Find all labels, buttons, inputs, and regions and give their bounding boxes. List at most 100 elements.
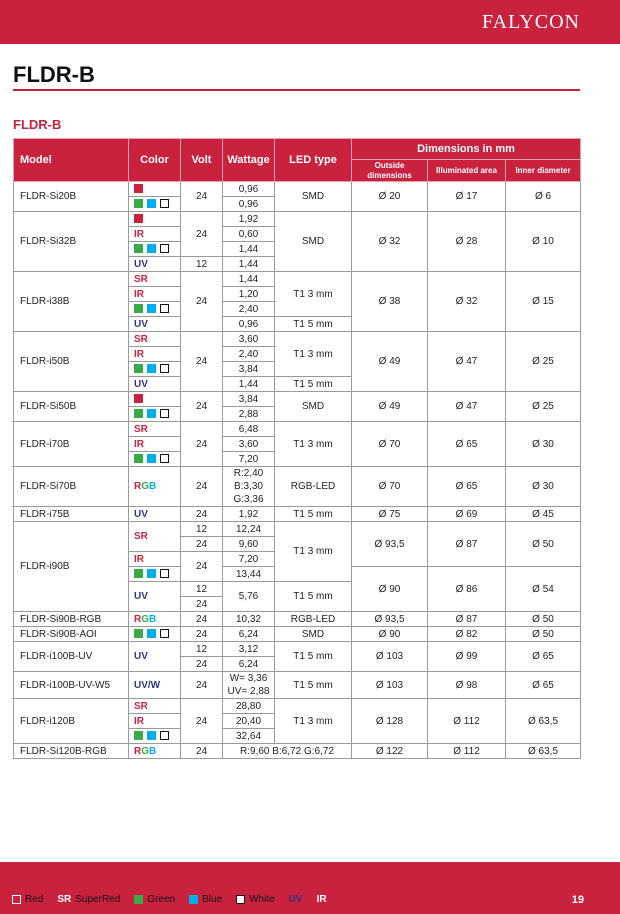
white-swatch-icon bbox=[160, 628, 169, 638]
cell-od: Ø 38 bbox=[351, 271, 428, 332]
cell-color: UV bbox=[128, 641, 181, 672]
legend-item: UV bbox=[289, 894, 307, 905]
blue-swatch-icon bbox=[147, 243, 156, 253]
cell-ia: Ø 112 bbox=[427, 698, 506, 744]
cell-watt: 32,64 bbox=[222, 728, 275, 744]
legend-label: SuperRed bbox=[75, 894, 121, 905]
table-row: 32,64 bbox=[14, 728, 581, 744]
cell-watt: 3,12 bbox=[222, 641, 275, 657]
color-code: IR bbox=[134, 553, 144, 565]
cell-ia: Ø 82 bbox=[427, 626, 506, 642]
white-swatch-icon bbox=[160, 198, 169, 208]
red-swatch-icon bbox=[134, 393, 143, 403]
cell-id: Ø 65 bbox=[504, 641, 582, 672]
cell-watt: 1,44 bbox=[222, 241, 275, 257]
blue-swatch-icon bbox=[147, 408, 156, 418]
cell-model: FLDR-Si70B bbox=[13, 466, 129, 507]
cell-volt: 24 bbox=[180, 743, 223, 759]
cell-color bbox=[128, 196, 181, 212]
white-swatch-icon bbox=[160, 243, 169, 253]
legend-red-outline-swatch-icon bbox=[12, 895, 21, 904]
cell-ia: Ø 47 bbox=[427, 391, 506, 422]
white-swatch-icon bbox=[160, 363, 169, 373]
cell-model: FLDR-i38B bbox=[13, 271, 129, 332]
table-row: IR 1,20 bbox=[14, 286, 581, 302]
cell-od: Ø 20 bbox=[351, 181, 428, 212]
table-row: UV 0,96 T1 5 mm bbox=[14, 316, 581, 332]
color-code: IR bbox=[134, 348, 144, 360]
white-swatch-icon bbox=[160, 568, 169, 578]
header-volt: Volt bbox=[180, 138, 223, 182]
cell-color: SR bbox=[128, 421, 181, 437]
cell-volt: 24 bbox=[180, 211, 223, 257]
cell-led: SMD bbox=[274, 391, 352, 422]
cell-color: IR bbox=[128, 286, 181, 302]
table-row: FLDR-Si90B-AOI 24 6,24 SMD Ø 90 Ø 82 Ø 50 bbox=[13, 626, 582, 642]
cell-id: Ø 50 bbox=[504, 611, 582, 627]
cell-model: FLDR-i100B-UV bbox=[13, 641, 129, 672]
table-row: FLDR-Si50B 24 3,84 SMD Ø 49 Ø 47 Ø 25 bbox=[13, 391, 582, 422]
green-swatch-icon bbox=[134, 730, 143, 740]
cell-model: FLDR-Si90B-AOI bbox=[13, 626, 129, 642]
cell-id: Ø 15 bbox=[504, 271, 582, 332]
cell-led: SMD bbox=[274, 211, 352, 272]
cell-ia: Ø 65 bbox=[427, 466, 506, 507]
cell-ia: Ø 32 bbox=[427, 271, 506, 332]
cell-color bbox=[128, 241, 181, 257]
cell-watt: 13,44 bbox=[222, 566, 275, 582]
rgb-letter: G bbox=[141, 745, 150, 757]
color-code: IR bbox=[134, 228, 144, 240]
cell-id: Ø 30 bbox=[504, 421, 582, 467]
cell-ia: Ø 86 bbox=[427, 566, 506, 612]
cell-id: Ø 65 bbox=[504, 671, 582, 699]
cell-ia: Ø 87 bbox=[427, 521, 506, 567]
cell-watt: 0,60 bbox=[222, 226, 275, 242]
green-swatch-icon bbox=[134, 363, 143, 373]
cell-color: UV bbox=[128, 376, 181, 392]
section-title: FLDR-B bbox=[13, 117, 62, 132]
rgb-letter: G bbox=[141, 613, 150, 625]
blue-swatch-icon bbox=[147, 628, 156, 638]
table-row: FLDR-i120B SR 24 28,80 T1 3 mm Ø 128 Ø 112 Ø 63… bbox=[13, 698, 582, 744]
table-body: FLDR-Si20B 24 0,96 SMD Ø 20 Ø 17 Ø 6 0,96 FLDR-S… bbox=[13, 181, 582, 759]
cell-led: T1 5 mm bbox=[274, 506, 352, 522]
color-code: SR bbox=[134, 333, 148, 345]
cell-watt: 1,20 bbox=[222, 286, 275, 302]
table-row: FLDR-Si70B RGB 24 R:2,40 B:3,30 G:3,36 RGB-L… bbox=[13, 466, 582, 507]
color-code: SR bbox=[134, 423, 148, 435]
cell-color: UV/W bbox=[128, 671, 181, 699]
table-row: FLDR-i100B-UV UV 12 3,12 T1 5 mm Ø 103 Ø 99 Ø 6… bbox=[13, 641, 582, 672]
cell-ia: Ø 65 bbox=[427, 421, 506, 467]
color-code: UV bbox=[134, 318, 148, 330]
cell-led: T1 5 mm bbox=[274, 316, 352, 332]
header-inner: Inner diameter bbox=[504, 159, 582, 182]
cell-volt: 12 bbox=[180, 581, 223, 597]
cell-watt: 3,84 bbox=[222, 361, 275, 377]
cell-volt: 24 bbox=[180, 421, 223, 467]
rgb-letter: R bbox=[134, 745, 142, 757]
footer-bar: Red SR SuperRed Green Blue White UV IR 19 bbox=[0, 862, 620, 914]
header-dimensions: Dimensions in mm bbox=[350, 138, 582, 160]
cell-volt: 24 bbox=[180, 391, 223, 422]
green-swatch-icon bbox=[134, 243, 143, 253]
cell-volt: 12 bbox=[180, 641, 223, 657]
cell-od: Ø 103 bbox=[351, 641, 428, 672]
red-swatch-icon bbox=[134, 183, 143, 193]
cell-od: Ø 103 bbox=[351, 671, 428, 699]
cell-led: SMD bbox=[274, 181, 352, 212]
header-bar: FALYCON bbox=[0, 0, 620, 44]
cell-watt: 1,92 bbox=[222, 506, 275, 522]
rgb-letter: B bbox=[149, 481, 157, 492]
cell-watt: W= 3,36 UV= 2,88 bbox=[222, 671, 275, 699]
cell-color bbox=[128, 566, 181, 582]
cell-wattage-led: R:9,60 B:6,72 G:6,72 bbox=[222, 743, 352, 759]
legend-code: UV bbox=[288, 894, 303, 905]
legend-item: White bbox=[236, 894, 279, 905]
cell-ia: Ø 28 bbox=[427, 211, 506, 272]
white-swatch-icon bbox=[160, 730, 169, 740]
cell-color: SR bbox=[128, 521, 181, 552]
cell-id: Ø 25 bbox=[504, 331, 582, 392]
cell-id: Ø 10 bbox=[504, 211, 582, 272]
cell-od: Ø 70 bbox=[351, 421, 428, 467]
cell-model: FLDR-i75B bbox=[13, 506, 129, 522]
